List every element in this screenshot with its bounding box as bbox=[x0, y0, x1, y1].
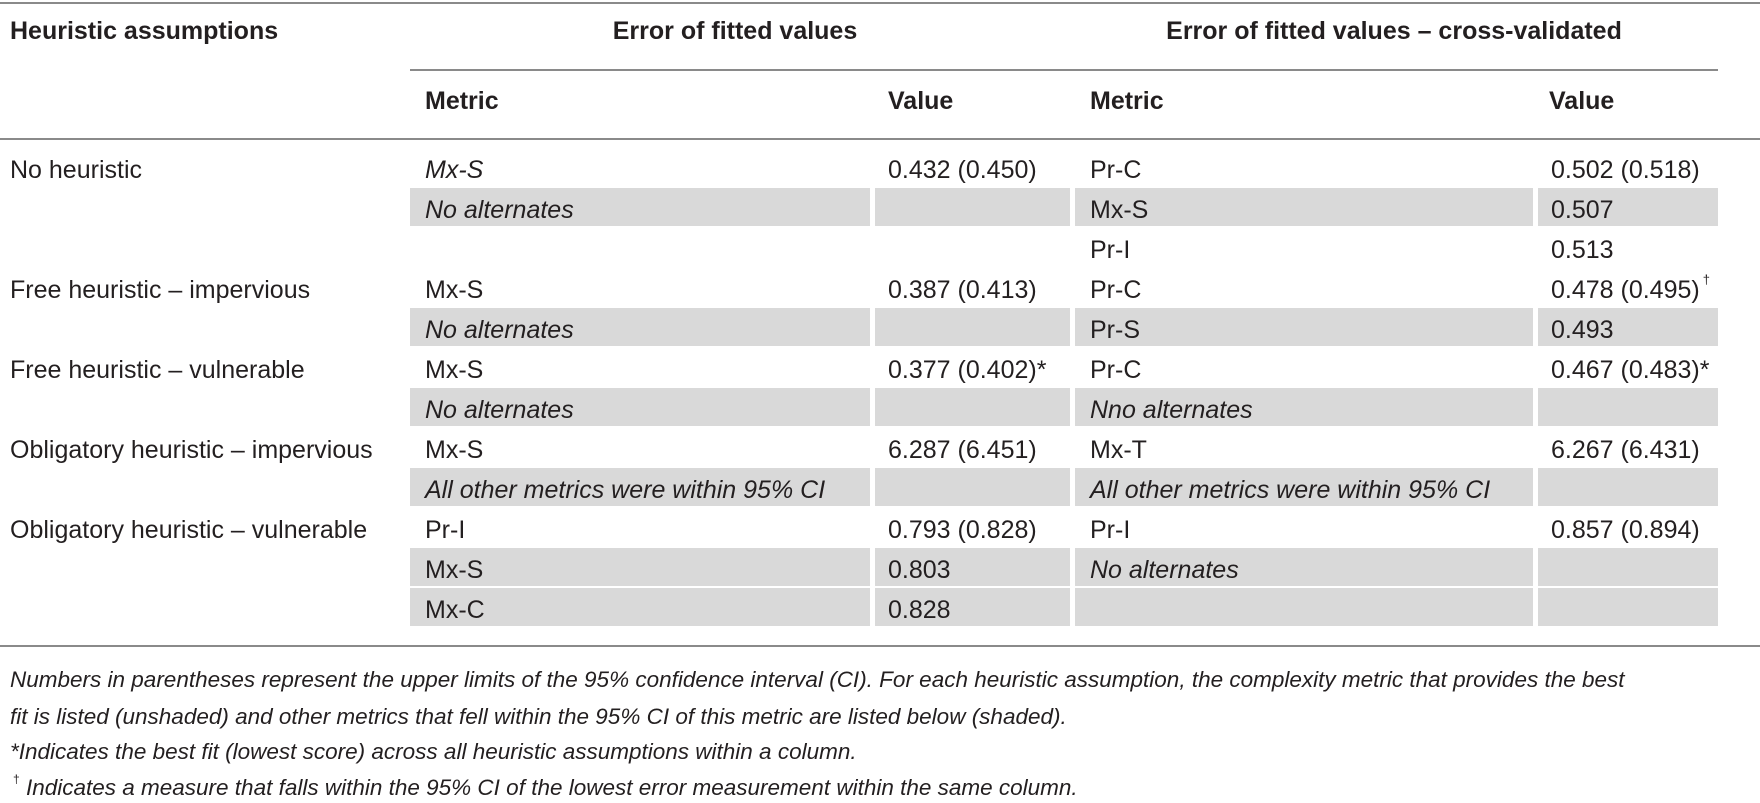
footnote-line-1: Numbers in parentheses represent the upp… bbox=[10, 667, 1625, 692]
fitted-value-cell: 0.432 (0.450) bbox=[888, 156, 1037, 184]
fitted-value-cell: 0.828 bbox=[888, 596, 951, 624]
fitted-value-cell: 0.377 (0.402)* bbox=[888, 356, 1047, 384]
table-bottom-rule bbox=[0, 645, 1760, 647]
dagger-mark: † bbox=[1702, 272, 1710, 287]
fitted-metric-cell: Mx-S bbox=[425, 156, 484, 184]
cv-value-cell: 0.502 (0.518) bbox=[1551, 156, 1700, 184]
cv-metric-cell: Pr-I bbox=[1090, 516, 1131, 544]
fitted-metric-cell: Mx-S bbox=[425, 556, 484, 584]
shaded-cell bbox=[1538, 588, 1718, 626]
cv-metric-cell: Pr-C bbox=[1090, 356, 1142, 384]
fitted-metric-cell: Mx-C bbox=[425, 596, 485, 624]
header-metric-fitted: Metric bbox=[425, 87, 499, 115]
fitted-metric-cell: No alternates bbox=[425, 396, 574, 424]
cv-metric-cell: All other metrics were within 95% CI bbox=[1090, 476, 1491, 504]
fitted-metric-cell: Mx-S bbox=[425, 276, 484, 304]
shaded-cell bbox=[1075, 308, 1533, 346]
shaded-cell bbox=[875, 188, 1070, 226]
shaded-cell bbox=[410, 188, 870, 226]
fitted-value-cell: 6.287 (6.451) bbox=[888, 436, 1037, 464]
shaded-cell bbox=[875, 588, 1070, 626]
shaded-cell bbox=[410, 588, 870, 626]
cv-metric-cell: Mx-S bbox=[1090, 196, 1149, 224]
shaded-cell bbox=[410, 468, 870, 506]
cv-value-with-mark: 0.478 (0.495) † bbox=[1551, 272, 1710, 305]
cv-value-cell: 0.467 (0.483)* bbox=[1551, 356, 1710, 384]
cv-metric-cell: Pr-S bbox=[1090, 316, 1140, 344]
shaded-cell bbox=[875, 468, 1070, 506]
cv-metric-cell: Nno alternates bbox=[1090, 396, 1253, 424]
cv-metric-cell: Pr-I bbox=[1090, 236, 1131, 264]
shaded-cell bbox=[410, 388, 870, 426]
cv-value-cell: 0.507 bbox=[1551, 196, 1614, 224]
footnote-dagger-mark: † bbox=[13, 772, 20, 786]
shaded-cell bbox=[410, 548, 870, 586]
footnote-line-2: fit is listed (unshaded) and other metri… bbox=[10, 704, 1067, 729]
shaded-cell bbox=[875, 308, 1070, 346]
footnote-line-4-text: Indicates a measure that falls within th… bbox=[19, 775, 1078, 800]
group-header-rule bbox=[410, 69, 1718, 71]
cv-metric-cell: No alternates bbox=[1090, 556, 1239, 584]
footnote-line-4: † Indicates a measure that falls within … bbox=[10, 773, 1078, 803]
cv-metric-cell: Pr-C bbox=[1090, 276, 1142, 304]
shaded-cell bbox=[1075, 388, 1533, 426]
header-heuristic-assumptions: Heuristic assumptions bbox=[10, 17, 279, 45]
cv-value-cell: 0.478 (0.495) bbox=[1551, 276, 1700, 304]
cv-value-cell: 0.857 (0.894) bbox=[1551, 516, 1700, 544]
table-top-rule bbox=[0, 2, 1760, 4]
fitted-metric-cell: Mx-S bbox=[425, 356, 484, 384]
cv-value-cell: 0.513 bbox=[1551, 236, 1614, 264]
shaded-cell bbox=[1538, 308, 1718, 346]
header-value-fitted: Value bbox=[888, 87, 954, 115]
fitted-value-cell: 0.803 bbox=[888, 556, 951, 584]
shaded-cell bbox=[1538, 548, 1718, 586]
shaded-cell bbox=[1075, 588, 1533, 626]
heuristic-assumption-label: No heuristic bbox=[10, 156, 142, 184]
shaded-cell bbox=[1538, 188, 1718, 226]
cv-metric-cell: Pr-C bbox=[1090, 156, 1142, 184]
fitted-metric-cell: Mx-S bbox=[425, 436, 484, 464]
header-value-cv: Value bbox=[1549, 87, 1615, 115]
header-error-fitted-cv: Error of fitted values – cross-validated bbox=[1166, 17, 1622, 45]
heuristic-assumption-label: Free heuristic – impervious bbox=[10, 276, 311, 304]
footnote-line-3: *Indicates the best fit (lowest score) a… bbox=[10, 739, 857, 764]
fitted-value-cell: 0.387 (0.413) bbox=[888, 276, 1037, 304]
heuristic-assumption-label: Obligatory heuristic – impervious bbox=[10, 436, 373, 464]
shaded-cell bbox=[410, 308, 870, 346]
header-metric-cv: Metric bbox=[1090, 87, 1164, 115]
cv-metric-cell: Mx-T bbox=[1090, 436, 1147, 464]
shaded-cell bbox=[1538, 388, 1718, 426]
cv-value-cell: 6.267 (6.431) bbox=[1551, 436, 1700, 464]
heuristic-assumption-label: Free heuristic – vulnerable bbox=[10, 356, 305, 384]
shaded-cell bbox=[1075, 188, 1533, 226]
shaded-cell bbox=[875, 548, 1070, 586]
fitted-value-cell: 0.793 (0.828) bbox=[888, 516, 1037, 544]
fitted-metric-cell: No alternates bbox=[425, 196, 574, 224]
heuristic-assumption-label: Obligatory heuristic – vulnerable bbox=[10, 516, 368, 544]
shaded-cell bbox=[1075, 468, 1533, 506]
shaded-cell bbox=[1075, 548, 1533, 586]
fitted-metric-cell: No alternates bbox=[425, 316, 574, 344]
cv-value-cell: 0.493 bbox=[1551, 316, 1614, 344]
shaded-cell bbox=[1538, 468, 1718, 506]
fitted-metric-cell: Pr-I bbox=[425, 516, 466, 544]
fitted-metric-cell: All other metrics were within 95% CI bbox=[425, 476, 826, 504]
shaded-cell bbox=[875, 388, 1070, 426]
header-bottom-rule bbox=[0, 138, 1760, 140]
header-error-fitted: Error of fitted values bbox=[612, 17, 858, 45]
